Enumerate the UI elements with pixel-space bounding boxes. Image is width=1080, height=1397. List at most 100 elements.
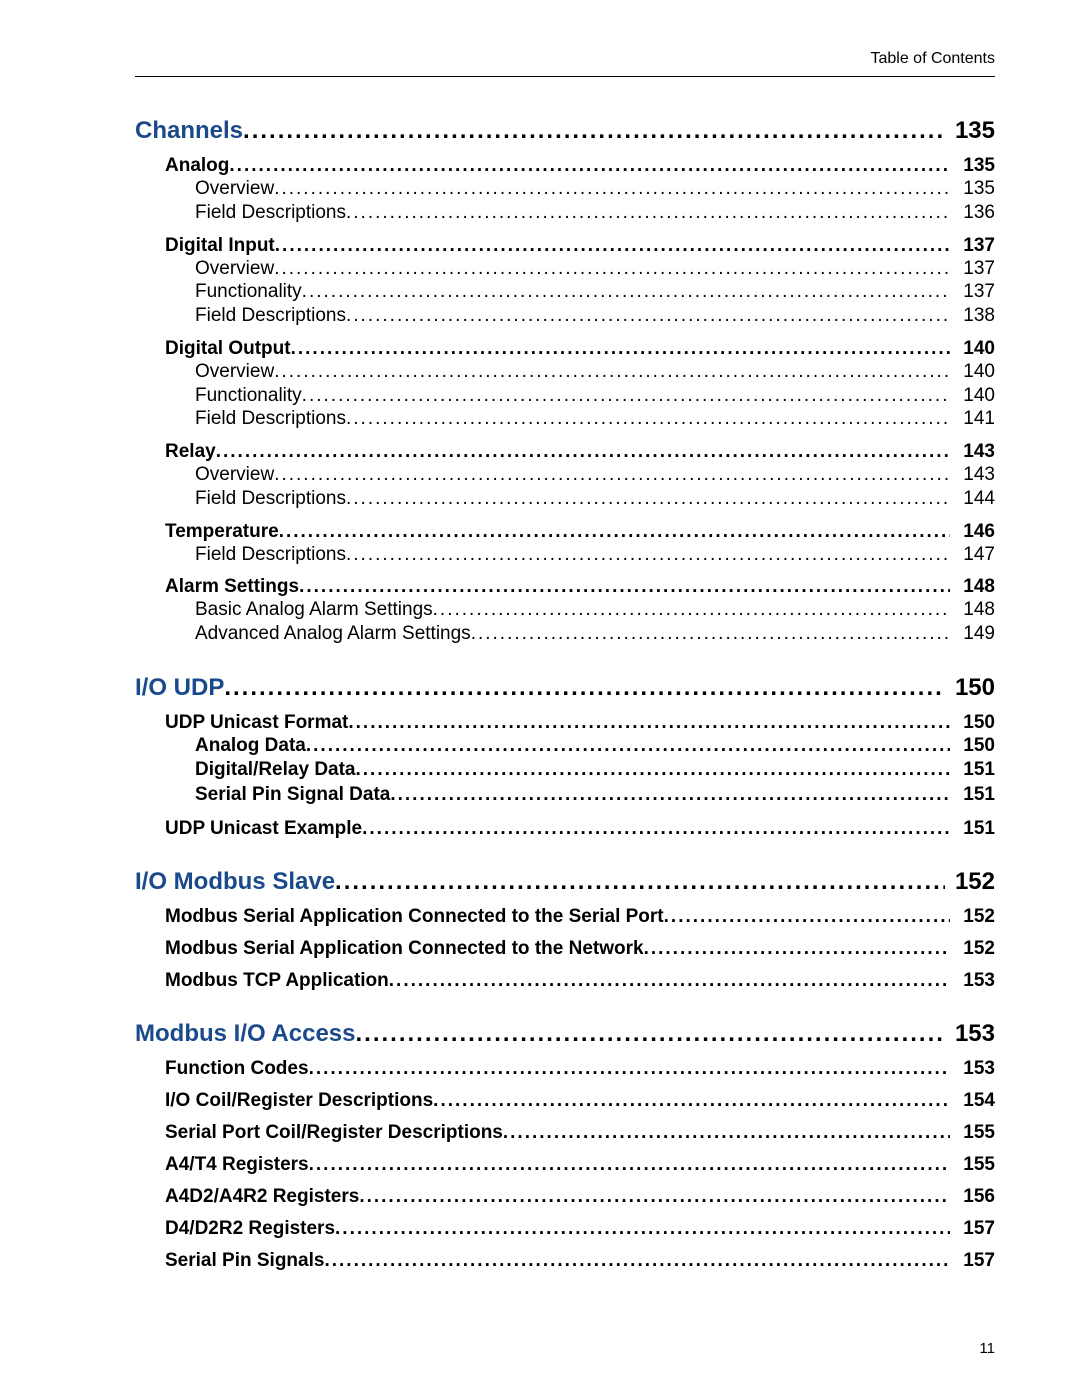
toc-leader-dots xyxy=(346,543,950,567)
toc-entry-title: Modbus Serial Application Connected to t… xyxy=(165,938,644,960)
running-header: Table of Contents xyxy=(135,50,995,68)
toc-entry: Channels 135 xyxy=(135,117,995,145)
toc-entry-page: 140 xyxy=(950,384,995,408)
toc-entry-title: Analog xyxy=(165,155,229,177)
toc-entry: Digital Output 140 xyxy=(135,338,995,360)
toc-leader-dots xyxy=(389,970,950,992)
toc-leader-dots xyxy=(309,1154,950,1176)
toc-entry-title: Modbus TCP Application xyxy=(165,970,389,992)
toc-entry: I/O Modbus Slave 152 xyxy=(135,868,995,896)
toc-entry-page: 135 xyxy=(950,155,995,177)
toc-entry-title: Overview xyxy=(195,177,274,201)
toc-leader-dots xyxy=(291,338,950,360)
toc-page: Table of Contents Channels 135 Analog 135… xyxy=(0,0,1080,1312)
toc-entry-title: Field Descriptions xyxy=(195,304,346,328)
toc-entry-page: 155 xyxy=(950,1154,995,1176)
toc-entry-page: 137 xyxy=(950,235,995,257)
toc-entry-page: 153 xyxy=(950,1058,995,1080)
toc-entry-page: 157 xyxy=(950,1250,995,1272)
toc-entry: Field Descriptions 136 xyxy=(135,201,995,225)
toc-leader-dots xyxy=(346,201,950,225)
toc-entry: Digital Input 137 xyxy=(135,235,995,257)
toc-leader-dots xyxy=(275,235,950,257)
toc-entry-title: Modbus Serial Application Connected to t… xyxy=(165,906,664,928)
toc-entry: Advanced Analog Alarm Settings 149 xyxy=(135,622,995,646)
toc-leader-dots xyxy=(390,783,950,808)
toc-leader-dots xyxy=(356,758,951,783)
toc-entry-title: Field Descriptions xyxy=(195,543,346,567)
toc-leader-dots xyxy=(644,938,950,960)
toc-entry-title: Modbus I/O Access xyxy=(135,1020,356,1048)
toc-entry-title: Digital Output xyxy=(165,338,291,360)
toc-entry-page: 144 xyxy=(950,487,995,511)
header-rule xyxy=(135,76,995,77)
toc-entry: Serial Pin Signals 157 xyxy=(135,1250,995,1272)
toc-entry-page: 137 xyxy=(950,257,995,281)
toc-entry-title: Functionality xyxy=(195,280,302,304)
toc-entry-page: 141 xyxy=(950,407,995,431)
toc-entry-title: Serial Port Coil/Register Descriptions xyxy=(165,1122,503,1144)
toc-leader-dots xyxy=(433,1090,950,1112)
toc-leader-dots xyxy=(335,868,945,896)
toc-entry-page: 157 xyxy=(950,1218,995,1240)
toc-entry: Overview 143 xyxy=(135,463,995,487)
toc-entry-page: 151 xyxy=(950,783,995,808)
toc-leader-dots xyxy=(346,487,950,511)
page-number: 11 xyxy=(979,1340,995,1357)
toc-entry: Functionality 137 xyxy=(135,280,995,304)
toc-entry-title: Advanced Analog Alarm Settings xyxy=(195,622,471,646)
toc-entry-title: Field Descriptions xyxy=(195,487,346,511)
toc-entry-page: 140 xyxy=(950,338,995,360)
toc-entry: I/O Coil/Register Descriptions 154 xyxy=(135,1090,995,1112)
toc-entry-page: 135 xyxy=(945,117,995,145)
toc-entry-page: 146 xyxy=(950,521,995,543)
toc-entry: Modbus Serial Application Connected to t… xyxy=(135,906,995,928)
toc-entry-page: 140 xyxy=(950,360,995,384)
toc-leader-dots xyxy=(306,734,950,759)
toc-entry: D4/D2R2 Registers 157 xyxy=(135,1218,995,1240)
toc-entry-page: 148 xyxy=(950,576,995,598)
toc-leader-dots xyxy=(356,1020,946,1048)
toc-leader-dots xyxy=(335,1218,950,1240)
toc-entry-title: I/O Coil/Register Descriptions xyxy=(165,1090,433,1112)
toc-leader-dots xyxy=(503,1122,950,1144)
toc-entry-page: 143 xyxy=(950,463,995,487)
toc-entry-page: 153 xyxy=(950,970,995,992)
toc-entry: Modbus Serial Application Connected to t… xyxy=(135,938,995,960)
toc-entry-title: D4/D2R2 Registers xyxy=(165,1218,335,1240)
toc-entry: Function Codes 153 xyxy=(135,1058,995,1080)
toc-entry-title: Functionality xyxy=(195,384,302,408)
toc-entry-title: Analog Data xyxy=(195,734,306,759)
toc-entry: Alarm Settings 148 xyxy=(135,576,995,598)
toc-entry-page: 156 xyxy=(950,1186,995,1208)
toc-entry-title: Alarm Settings xyxy=(165,576,299,598)
toc-entry-title: Digital/Relay Data xyxy=(195,758,356,783)
toc-entry-title: Serial Pin Signal Data xyxy=(195,783,390,808)
toc-entry-title: UDP Unicast Format xyxy=(165,712,348,734)
toc-entry-page: 149 xyxy=(950,622,995,646)
toc-leader-dots xyxy=(324,1250,950,1272)
toc-entry-title: Overview xyxy=(195,257,274,281)
toc-entry-page: 155 xyxy=(950,1122,995,1144)
toc-entry-title: Overview xyxy=(195,360,274,384)
toc-entry-title: Digital Input xyxy=(165,235,275,257)
toc-leader-dots xyxy=(216,441,950,463)
toc-entry-page: 152 xyxy=(945,868,995,896)
toc-entry-page: 138 xyxy=(950,304,995,328)
toc-entry-page: 150 xyxy=(950,712,995,734)
toc-entry-title: Channels xyxy=(135,117,243,145)
toc-leader-dots xyxy=(471,622,950,646)
toc-entry: UDP Unicast Example 151 xyxy=(135,818,995,840)
toc-entry: Field Descriptions 141 xyxy=(135,407,995,431)
toc-entry: UDP Unicast Format 150 xyxy=(135,712,995,734)
toc-entry-page: 152 xyxy=(950,938,995,960)
toc-entry-title: Function Codes xyxy=(165,1058,309,1080)
toc-entry: Modbus TCP Application 153 xyxy=(135,970,995,992)
toc-entry: Field Descriptions 147 xyxy=(135,543,995,567)
toc-entry: Field Descriptions 144 xyxy=(135,487,995,511)
toc-entry-title: Field Descriptions xyxy=(195,407,346,431)
toc-entry: Relay 143 xyxy=(135,441,995,463)
toc-entry: Modbus I/O Access 153 xyxy=(135,1020,995,1048)
toc-entry: Serial Port Coil/Register Descriptions 1… xyxy=(135,1122,995,1144)
toc-leader-dots xyxy=(243,117,945,145)
